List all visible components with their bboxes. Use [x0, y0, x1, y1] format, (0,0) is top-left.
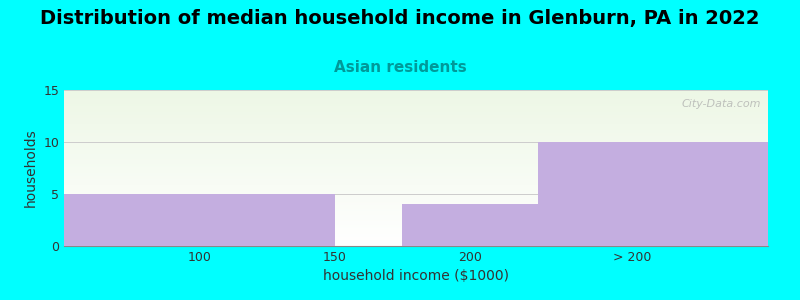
Bar: [64, 194, 334, 246]
Bar: [538, 142, 768, 246]
X-axis label: household income ($1000): household income ($1000): [323, 269, 509, 284]
Text: City-Data.com: City-Data.com: [682, 99, 761, 110]
Text: Distribution of median household income in Glenburn, PA in 2022: Distribution of median household income …: [40, 9, 760, 28]
Bar: [402, 204, 538, 246]
Y-axis label: households: households: [24, 129, 38, 207]
Text: Asian residents: Asian residents: [334, 60, 466, 75]
